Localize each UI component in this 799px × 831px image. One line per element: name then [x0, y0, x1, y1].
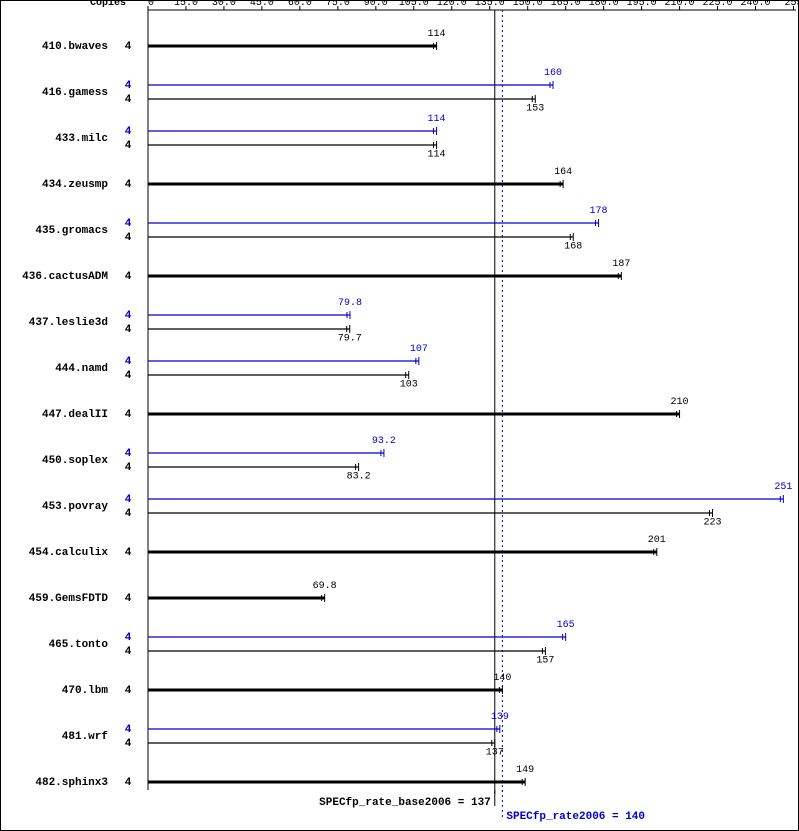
x-axis-tick-label: 210.0: [665, 0, 695, 9]
benchmark-label: 453.povray: [42, 501, 108, 513]
base-value-label: 187: [612, 259, 630, 270]
base-copies-label: 4: [125, 462, 132, 474]
peak-value-label: 107: [410, 344, 428, 355]
x-axis-tick-label: 180.0: [589, 0, 619, 9]
copies-header: Copies: [90, 0, 126, 9]
x-axis-tick-label: 15.0: [174, 0, 198, 9]
base-value-label: 149: [516, 765, 534, 776]
base-value-label: 157: [536, 656, 554, 667]
base-value-label: 83.2: [347, 472, 371, 483]
base-copies-label: 4: [125, 179, 132, 191]
peak-copies-label: 4: [125, 218, 132, 230]
base-copies-label: 4: [125, 547, 132, 559]
base-copies-label: 4: [125, 94, 132, 106]
peak-copies-label: 4: [125, 494, 132, 506]
base-copies-label: 4: [125, 738, 132, 750]
benchmark-label: 482.sphinx3: [35, 777, 108, 789]
base-value-label: 114: [428, 150, 446, 161]
benchmark-label: 437.leslie3d: [29, 317, 108, 329]
benchmark-label: 470.lbm: [62, 685, 109, 697]
peak-value-label: 251: [774, 482, 792, 493]
benchmark-label: 450.soplex: [42, 455, 108, 467]
benchmark-label: 454.calculix: [29, 547, 109, 559]
base-copies-label: 4: [125, 685, 132, 697]
peak-value-label: 93.2: [372, 436, 396, 447]
base-copies-label: 4: [125, 646, 132, 658]
benchmark-label: 434.zeusmp: [42, 179, 108, 191]
x-axis-tick-label: 0: [148, 0, 154, 9]
base-copies-label: 4: [125, 271, 132, 283]
benchmark-label: 481.wrf: [62, 731, 109, 743]
peak-copies-label: 4: [125, 126, 132, 138]
base-value-label: 69.8: [313, 581, 337, 592]
x-axis-tick-label: 255: [784, 0, 799, 9]
x-axis-tick-label: 105.0: [399, 0, 429, 9]
base-value-label: 223: [703, 518, 721, 529]
reference-line-label: SPECfp_rate2006 = 140: [506, 811, 645, 823]
benchmark-label: 410.bwaves: [42, 41, 108, 53]
peak-value-label: 178: [590, 206, 608, 217]
benchmark-label: 459.GemsFDTD: [29, 593, 109, 605]
base-copies-label: 4: [125, 232, 132, 244]
peak-value-label: 165: [557, 620, 575, 631]
x-axis-tick-label: 120.0: [437, 0, 467, 9]
peak-copies-label: 4: [125, 310, 132, 322]
x-axis-tick-label: 135.0: [475, 0, 505, 9]
benchmark-label: 435.gromacs: [35, 225, 108, 237]
base-value-label: 164: [554, 167, 572, 178]
x-axis-tick-label: 165.0: [551, 0, 581, 9]
benchmark-label: 433.milc: [55, 133, 108, 145]
x-axis-tick-label: 45.0: [250, 0, 274, 9]
x-axis-tick-label: 60.0: [288, 0, 312, 9]
x-axis-tick-label: 30.0: [212, 0, 236, 9]
base-value-label: 210: [671, 397, 689, 408]
peak-copies-label: 4: [125, 80, 132, 92]
x-axis-tick-label: 240.0: [740, 0, 770, 9]
benchmark-label: 436.cactusADM: [22, 271, 108, 283]
base-copies-label: 4: [125, 593, 132, 605]
peak-copies-label: 4: [125, 724, 132, 736]
peak-value-label: 160: [544, 68, 562, 79]
peak-value-label: 79.8: [338, 298, 362, 309]
base-value-label: 153: [526, 104, 544, 115]
base-copies-label: 4: [125, 140, 132, 152]
peak-copies-label: 4: [125, 356, 132, 368]
peak-copies-label: 4: [125, 632, 132, 644]
base-value-label: 79.7: [338, 334, 362, 345]
x-axis-tick-label: 195.0: [627, 0, 657, 9]
base-copies-label: 4: [125, 409, 132, 421]
x-axis-tick-label: 90.0: [364, 0, 388, 9]
base-value-label: 114: [428, 29, 446, 40]
benchmark-label: 444.namd: [55, 363, 108, 375]
reference-line-label: SPECfp_rate_base2006 = 137: [319, 797, 491, 809]
peak-value-label: 114: [428, 114, 446, 125]
peak-copies-label: 4: [125, 448, 132, 460]
spec-benchmark-chart: 0 15.0 30.0 45.0 60.0 75.0 90.0 105.0 120.0 135.0…: [0, 0, 799, 831]
base-value-label: 103: [400, 380, 418, 391]
base-value-label: 140: [493, 673, 511, 684]
x-axis-tick-label: 225.0: [703, 0, 733, 9]
base-copies-label: 4: [125, 777, 132, 789]
benchmark-label: 447.dealII: [42, 409, 108, 421]
benchmark-label: 465.tonto: [49, 639, 109, 651]
x-axis-tick-label: 150.0: [513, 0, 543, 9]
base-copies-label: 4: [125, 324, 132, 336]
base-value-label: 201: [648, 535, 666, 546]
base-value-label: 168: [564, 242, 582, 253]
peak-value-label: 139: [491, 712, 509, 723]
base-copies-label: 4: [125, 370, 132, 382]
x-axis-tick-label: 75.0: [326, 0, 350, 9]
base-copies-label: 4: [125, 508, 132, 520]
base-copies-label: 4: [125, 41, 132, 53]
benchmark-label: 416.gamess: [42, 87, 108, 99]
base-value-label: 137: [486, 748, 504, 759]
